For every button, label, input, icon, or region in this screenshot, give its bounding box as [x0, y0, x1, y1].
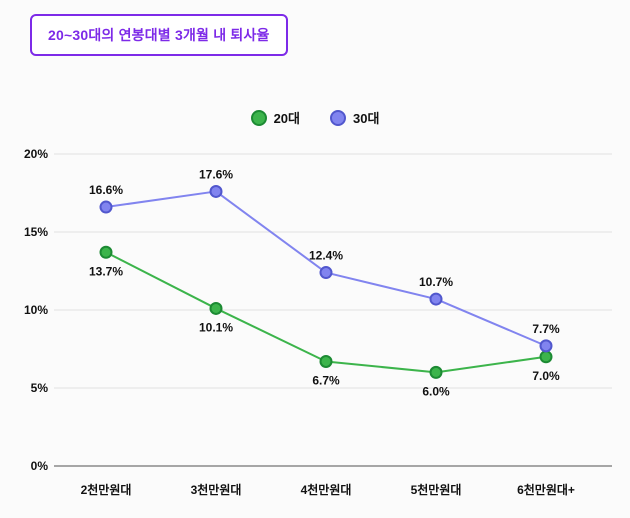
- legend-marker-icon: [250, 109, 267, 126]
- chart-legend: 20대 30대: [0, 108, 630, 127]
- value-label-30대: 12.4%: [309, 249, 343, 263]
- x-tick-label: 3천만원대: [191, 482, 242, 497]
- line-chart: 0% 5% 10% 15% 20% 2천만원대 3천만원대 4천만원대 5천만원대 6천만원대+ 1…: [0, 138, 630, 518]
- value-label-20대: 6.7%: [312, 373, 340, 387]
- legend-label: 30대: [353, 111, 380, 126]
- x-tick-label: 2천만원대: [81, 482, 132, 497]
- y-tick-label: 10%: [24, 303, 48, 317]
- x-tick-label: 6천만원대+: [517, 482, 575, 497]
- legend-label: 20대: [273, 111, 300, 126]
- value-label-30대: 10.7%: [419, 275, 453, 289]
- y-tick-label: 20%: [24, 147, 48, 161]
- value-label-30대: 17.6%: [199, 167, 233, 181]
- value-label-20대: 7.0%: [532, 369, 560, 383]
- data-point-20대: [539, 350, 553, 364]
- value-label-20대: 6.0%: [422, 384, 450, 398]
- legend-item-20대: 20대: [250, 108, 300, 127]
- data-point-20대: [209, 301, 223, 315]
- y-tick-label: 5%: [31, 381, 49, 395]
- data-point-30대: [429, 292, 443, 306]
- data-point-20대: [429, 365, 443, 379]
- value-label-20대: 10.1%: [199, 320, 233, 334]
- value-label-30대: 16.6%: [89, 183, 123, 197]
- data-point-20대: [319, 354, 333, 368]
- legend-item-30대: 30대: [330, 108, 379, 127]
- data-point-30대: [209, 184, 223, 198]
- x-tick-label: 4천만원대: [301, 482, 352, 497]
- x-tick-label: 5천만원대: [411, 482, 462, 497]
- data-point-30대: [99, 200, 113, 214]
- data-point-30대: [319, 266, 333, 280]
- line-chart-canvas: 0% 5% 10% 15% 20% 2천만원대 3천만원대 4천만원대 5천만원대 6천만원대+ 1…: [24, 147, 612, 497]
- y-tick-label: 0%: [31, 459, 49, 473]
- value-label-20대: 13.7%: [89, 264, 123, 278]
- value-label-30대: 7.7%: [532, 322, 560, 336]
- chart-title-box: 20~30대의 연봉대별 3개월 내 퇴사율: [30, 14, 288, 56]
- data-point-30대: [539, 339, 553, 353]
- chart-title: 20~30대의 연봉대별 3개월 내 퇴사율: [48, 27, 270, 43]
- y-tick-label: 15%: [24, 225, 48, 239]
- legend-marker-icon: [330, 109, 346, 126]
- data-point-20대: [99, 245, 113, 259]
